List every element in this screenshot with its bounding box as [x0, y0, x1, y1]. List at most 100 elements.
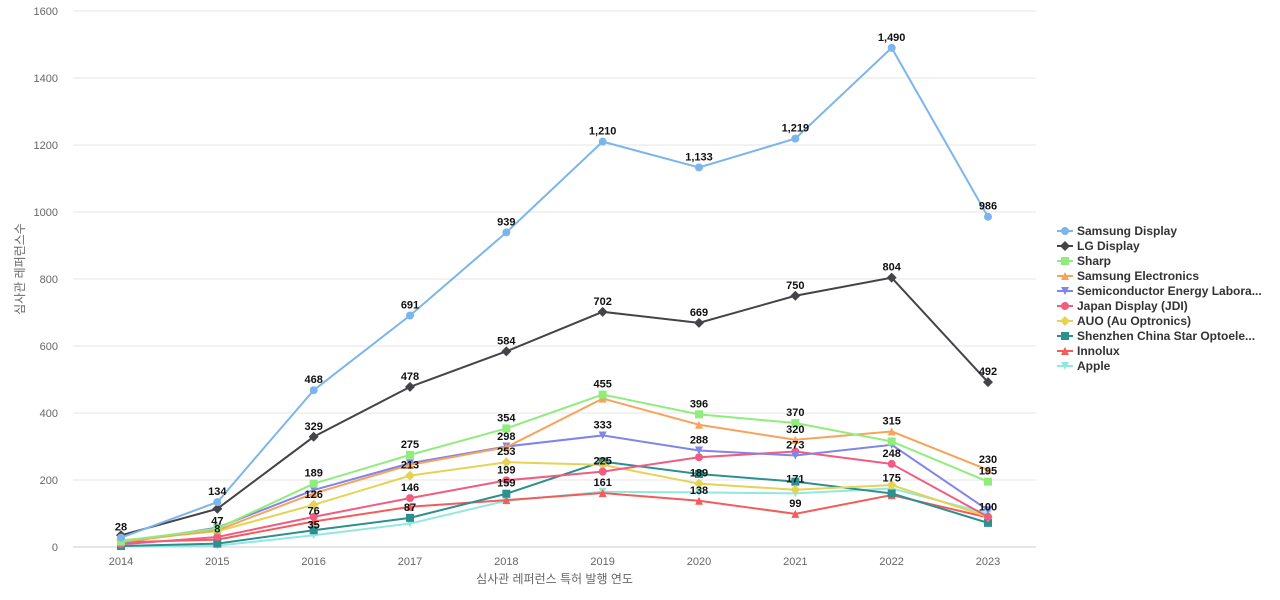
data-point[interactable]: [790, 290, 801, 301]
data-point[interactable]: [406, 513, 414, 522]
data-point[interactable]: [791, 509, 800, 518]
data-point[interactable]: [502, 228, 511, 237]
data-point[interactable]: [598, 137, 607, 146]
data-point[interactable]: [406, 311, 414, 320]
series-line[interactable]: [120, 450, 989, 546]
data-point[interactable]: [984, 465, 992, 474]
data-point[interactable]: [309, 479, 318, 488]
data-point[interactable]: [886, 272, 897, 283]
legend-item[interactable]: Japan Display (JDI): [1057, 299, 1188, 313]
legend-marker[interactable]: [1060, 241, 1070, 251]
data-point[interactable]: [886, 480, 897, 491]
legend-marker[interactable]: [1060, 316, 1070, 326]
series-line[interactable]: [120, 492, 989, 544]
data-point[interactable]: [695, 446, 703, 455]
data-point[interactable]: [309, 517, 318, 526]
data-point[interactable]: [501, 346, 512, 357]
data-point[interactable]: [598, 394, 607, 403]
legend-marker[interactable]: [1061, 227, 1069, 235]
series-line[interactable]: [120, 397, 989, 543]
data-point[interactable]: [984, 512, 992, 521]
data-point[interactable]: [598, 489, 607, 498]
legend-marker[interactable]: [1061, 332, 1069, 340]
legend-item[interactable]: Apple: [1057, 359, 1111, 373]
data-point[interactable]: [694, 478, 704, 489]
data-point[interactable]: [213, 539, 222, 548]
series-line[interactable]: [120, 461, 989, 542]
data-point[interactable]: [695, 453, 703, 462]
legend-marker[interactable]: [1061, 257, 1069, 265]
data-point[interactable]: [984, 477, 992, 486]
data-point[interactable]: [791, 477, 800, 486]
data-point[interactable]: [406, 450, 414, 459]
data-point[interactable]: [790, 484, 801, 495]
legend-item[interactable]: Shenzhen China Star Optoele...: [1057, 329, 1255, 343]
data-label: 273: [786, 440, 804, 452]
data-point[interactable]: [791, 451, 800, 460]
data-point[interactable]: [695, 496, 703, 505]
data-point[interactable]: [983, 377, 993, 388]
data-point[interactable]: [791, 419, 800, 428]
data-point[interactable]: [887, 489, 896, 498]
legend-item[interactable]: Sharp: [1057, 254, 1111, 268]
legend-item[interactable]: Innolux: [1057, 344, 1120, 358]
data-point[interactable]: [213, 524, 222, 533]
series-line[interactable]: [120, 276, 989, 537]
data-point[interactable]: [695, 163, 703, 172]
data-point[interactable]: [598, 390, 607, 399]
data-point[interactable]: [406, 494, 414, 503]
data-point[interactable]: [887, 459, 896, 468]
data-point[interactable]: [791, 435, 800, 444]
legend-marker[interactable]: [1061, 272, 1069, 280]
data-point[interactable]: [309, 512, 318, 521]
data-point[interactable]: [887, 437, 896, 446]
data-point[interactable]: [117, 533, 125, 542]
data-point[interactable]: [309, 489, 318, 498]
data-point[interactable]: [597, 459, 608, 470]
legend-item[interactable]: LG Display: [1057, 239, 1140, 253]
data-point[interactable]: [405, 381, 415, 392]
data-point[interactable]: [887, 43, 896, 52]
legend-marker[interactable]: [1061, 347, 1069, 355]
data-point[interactable]: [695, 488, 703, 497]
data-point[interactable]: [406, 502, 414, 511]
series-line[interactable]: [120, 393, 989, 542]
data-point[interactable]: [501, 457, 512, 468]
legend-item[interactable]: Samsung Display: [1057, 224, 1177, 238]
legend-marker[interactable]: [1061, 287, 1069, 295]
data-point[interactable]: [984, 212, 992, 221]
data-point[interactable]: [791, 134, 800, 143]
data-point[interactable]: [213, 498, 222, 507]
data-point[interactable]: [309, 386, 318, 395]
legend-item[interactable]: Samsung Electronics: [1057, 269, 1199, 283]
series-line[interactable]: [120, 46, 989, 539]
data-point[interactable]: [308, 431, 319, 442]
series-line[interactable]: [120, 434, 989, 544]
data-point[interactable]: [213, 532, 222, 541]
legend-marker[interactable]: [1061, 302, 1069, 310]
data-point[interactable]: [502, 424, 511, 433]
data-point[interactable]: [695, 469, 703, 478]
legend-item[interactable]: Semiconductor Energy Labora...: [1057, 284, 1262, 298]
data-point[interactable]: [502, 496, 511, 505]
data-label: 288: [690, 435, 708, 447]
data-point[interactable]: [502, 489, 511, 498]
legend-item[interactable]: AUO (Au Optronics): [1057, 314, 1191, 328]
data-point[interactable]: [984, 518, 992, 527]
data-point[interactable]: [597, 306, 608, 317]
data-point[interactable]: [406, 460, 414, 469]
data-point[interactable]: [405, 470, 415, 481]
data-point[interactable]: [502, 443, 511, 452]
legend-marker[interactable]: [1061, 362, 1069, 370]
data-point[interactable]: [984, 506, 992, 515]
data-point[interactable]: [694, 317, 704, 328]
data-point[interactable]: [887, 427, 896, 436]
data-point[interactable]: [598, 467, 607, 476]
data-point[interactable]: [308, 499, 319, 510]
data-point[interactable]: [502, 476, 511, 485]
data-point[interactable]: [695, 420, 703, 429]
data-point[interactable]: [212, 503, 223, 514]
data-point[interactable]: [309, 526, 318, 535]
data-point[interactable]: [598, 431, 607, 440]
data-point[interactable]: [695, 410, 703, 419]
